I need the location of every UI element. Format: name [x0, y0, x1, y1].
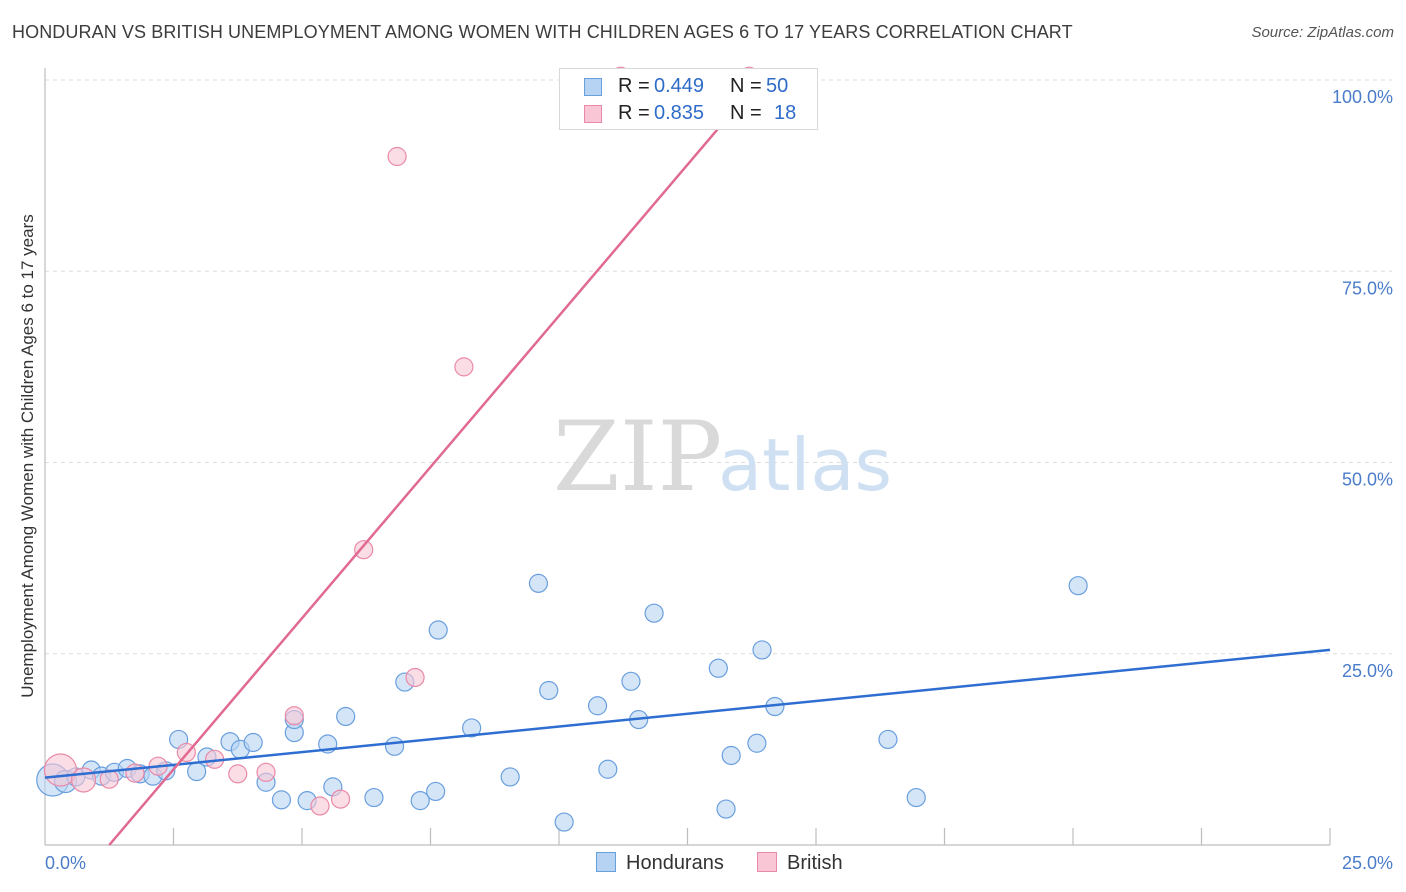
- watermark-atlas: atlas: [718, 423, 892, 507]
- hondurans-point: [1068, 576, 1088, 596]
- british-point: [284, 706, 304, 726]
- y-tick-label: 25.0%: [1342, 661, 1393, 681]
- hondurans-point: [747, 733, 767, 753]
- hondurans-trend-line: [44, 648, 1331, 779]
- hondurans-point: [336, 706, 356, 727]
- hondurans-label: Hondurans: [626, 852, 724, 874]
- legend-n-label: N =: [730, 102, 762, 124]
- legend-r-value: 0.835: [654, 102, 705, 124]
- legend-r-label: R =: [618, 102, 650, 124]
- x-tick-label: 0.0%: [45, 853, 86, 873]
- hondurans-swatch: [596, 852, 616, 872]
- legend-r-label: R =: [618, 75, 650, 97]
- british-point: [405, 667, 425, 688]
- hondurans-point: [462, 718, 482, 738]
- hondurans-point: [716, 799, 736, 819]
- hondurans-point: [906, 787, 926, 808]
- hondurans-point: [598, 759, 618, 779]
- hondurans-point: [554, 812, 574, 832]
- hondurans-point: [364, 787, 384, 808]
- chart-title: HONDURAN VS BRITISH UNEMPLOYMENT AMONG W…: [12, 22, 1073, 42]
- hondurans-point: [426, 781, 446, 802]
- hondurans-point: [721, 745, 741, 766]
- british-trend-line: [108, 79, 761, 846]
- hondurans-point: [621, 671, 641, 691]
- british-point: [387, 146, 407, 167]
- hondurans-point: [752, 640, 772, 660]
- legend-n-value: 50: [766, 75, 789, 97]
- british-point: [70, 767, 97, 793]
- axes: [44, 68, 1331, 846]
- y-tick-label: 75.0%: [1342, 278, 1393, 298]
- bottom-legend-british: British: [757, 852, 843, 875]
- legend-n-label: N =: [730, 75, 762, 97]
- british-label: British: [787, 852, 843, 874]
- british-point: [125, 763, 145, 783]
- hondurans-point: [428, 620, 448, 640]
- source-credit: Source: ZipAtlas.com: [1251, 24, 1394, 41]
- british-point: [256, 762, 276, 782]
- hondurans-point: [878, 729, 898, 750]
- y-tick-label: 50.0%: [1342, 470, 1393, 490]
- british-point: [310, 796, 330, 816]
- x-tick-label: 25.0%: [1342, 853, 1393, 873]
- hondurans-point: [708, 658, 728, 678]
- british-point: [354, 540, 374, 560]
- british-point: [330, 789, 351, 809]
- legend: R = 0.449 N = 50 R = 0.835 N = 18: [559, 68, 818, 130]
- british-swatch: [757, 852, 777, 872]
- hondurans-point: [587, 696, 608, 716]
- hondurans-point: [271, 790, 292, 810]
- tick-labels: 25.0% 50.0% 75.0% 100.0% 0.0% 25.0%: [45, 87, 1393, 873]
- grid-lines: [45, 79, 1392, 655]
- hondurans-point: [500, 767, 520, 787]
- hondurans-point: [528, 573, 549, 593]
- british-swatch: [584, 105, 602, 123]
- hondurans-point: [243, 732, 263, 753]
- hondurans-swatch: [584, 78, 602, 96]
- watermark-zip: ZIP: [553, 401, 722, 513]
- british-point: [228, 764, 248, 784]
- hondurans-point: [539, 680, 559, 701]
- legend-n-value: 18: [774, 102, 797, 124]
- hondurans-point: [410, 791, 430, 811]
- trend-lines: [44, 79, 1331, 846]
- hondurans-point: [644, 603, 664, 623]
- hondurans-point: [384, 736, 405, 756]
- legend-r-value: 0.449: [654, 75, 705, 97]
- bottom-legend-hondurans: Hondurans: [596, 852, 724, 875]
- y-tick-label: 100.0%: [1332, 87, 1393, 107]
- watermark: ZIP atlas: [553, 401, 892, 513]
- british-point: [454, 357, 474, 377]
